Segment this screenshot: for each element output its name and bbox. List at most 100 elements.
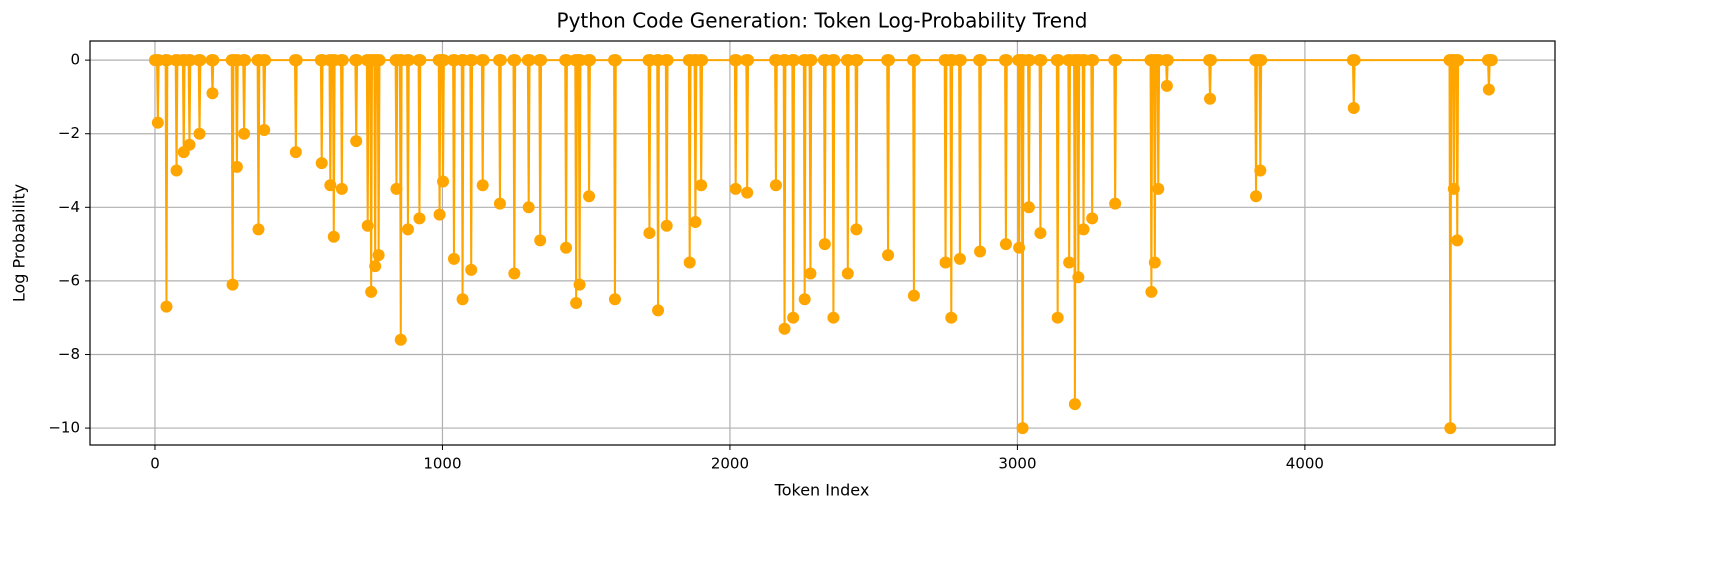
point	[1482, 83, 1495, 96]
point	[974, 54, 987, 67]
point	[183, 138, 196, 151]
point	[778, 322, 791, 335]
y-tick-label: 0	[70, 51, 80, 69]
point	[160, 300, 173, 313]
y-tick-label: −10	[48, 419, 80, 437]
point	[1051, 311, 1064, 324]
point	[258, 124, 271, 137]
point	[1063, 256, 1076, 269]
point	[369, 260, 382, 273]
point	[390, 182, 403, 195]
point	[804, 267, 817, 280]
y-axis-label: Log Probability	[10, 184, 29, 302]
y-tick-label: −2	[58, 124, 80, 142]
point	[570, 296, 583, 309]
point	[1152, 182, 1165, 195]
point	[350, 135, 363, 148]
point	[1447, 182, 1460, 195]
point	[787, 311, 800, 324]
point	[252, 223, 265, 236]
point	[1035, 54, 1048, 67]
series-line	[154, 59, 1492, 429]
point	[695, 179, 708, 192]
point	[742, 54, 755, 67]
point	[161, 54, 174, 67]
y-tick-label: −6	[58, 271, 80, 289]
point	[1087, 54, 1100, 67]
point	[402, 54, 415, 67]
point	[193, 127, 206, 140]
point	[1451, 234, 1464, 247]
point	[1145, 285, 1158, 298]
point	[683, 256, 696, 269]
point	[456, 293, 469, 306]
point	[882, 249, 895, 262]
x-tick-label: 0	[150, 455, 160, 473]
point	[230, 160, 243, 173]
point	[437, 54, 450, 67]
point	[573, 278, 586, 291]
point	[1086, 212, 1099, 225]
point	[661, 54, 674, 67]
point	[583, 190, 596, 203]
point	[818, 238, 831, 251]
point	[1016, 422, 1029, 435]
chart-title: Python Code Generation: Token Log-Probab…	[557, 9, 1088, 33]
point	[238, 54, 251, 67]
point	[437, 175, 450, 188]
x-tick-label: 1000	[423, 455, 461, 473]
point	[1160, 79, 1173, 92]
point	[290, 54, 303, 67]
point	[660, 219, 673, 232]
point	[327, 230, 340, 243]
point	[207, 54, 220, 67]
point	[259, 54, 272, 67]
point	[238, 127, 251, 140]
point	[851, 54, 864, 67]
point	[908, 54, 921, 67]
point	[476, 179, 489, 192]
point	[652, 304, 665, 317]
point	[769, 179, 782, 192]
y-tick-label: −8	[58, 345, 80, 363]
point	[696, 54, 709, 67]
point	[336, 54, 349, 67]
point	[170, 164, 183, 177]
point	[1072, 271, 1085, 284]
point	[477, 54, 490, 67]
point	[560, 241, 573, 254]
point	[226, 278, 239, 291]
y-tick-label: −4	[58, 198, 80, 216]
point	[394, 333, 407, 346]
point	[289, 146, 302, 159]
point	[1204, 54, 1217, 67]
point	[1068, 398, 1081, 411]
point	[372, 249, 385, 262]
point	[361, 219, 374, 232]
point	[827, 311, 840, 324]
point	[447, 252, 460, 265]
point	[494, 54, 507, 67]
point	[413, 212, 426, 225]
point	[788, 54, 801, 67]
point	[945, 311, 958, 324]
point	[1444, 422, 1457, 435]
x-axis-label: Token Index	[774, 481, 870, 500]
point	[373, 54, 386, 67]
point	[365, 285, 378, 298]
x-tick-label: 2000	[711, 455, 749, 473]
point	[523, 54, 536, 67]
point	[1110, 54, 1123, 67]
point	[465, 263, 478, 276]
point	[1254, 164, 1267, 177]
point	[1052, 54, 1065, 67]
point	[184, 54, 197, 67]
point	[509, 54, 522, 67]
point	[609, 54, 622, 67]
plot-frame	[89, 40, 1556, 446]
point	[351, 54, 364, 67]
point	[522, 201, 535, 214]
point	[1077, 223, 1090, 236]
point	[1148, 256, 1161, 269]
point	[433, 208, 446, 221]
